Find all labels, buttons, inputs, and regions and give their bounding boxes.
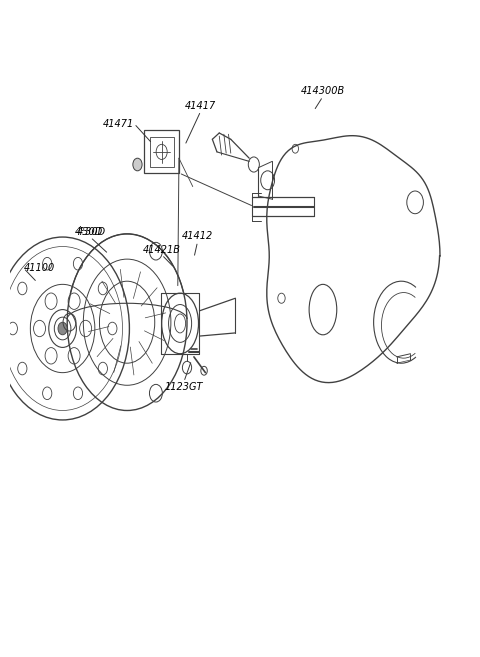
Text: 4̀30D: 4̀30D [77,227,103,237]
Text: 41412: 41412 [182,231,213,242]
Text: 41421B: 41421B [143,244,180,255]
Text: 1123GT: 1123GT [165,382,203,392]
Text: 4°30D: 4°30D [75,227,106,237]
Text: 41100: 41100 [24,263,55,273]
Text: 41417: 41417 [185,101,216,111]
Circle shape [58,322,67,335]
Text: 414300B: 414300B [301,86,345,97]
Text: 41471: 41471 [103,118,134,129]
Circle shape [133,158,142,171]
